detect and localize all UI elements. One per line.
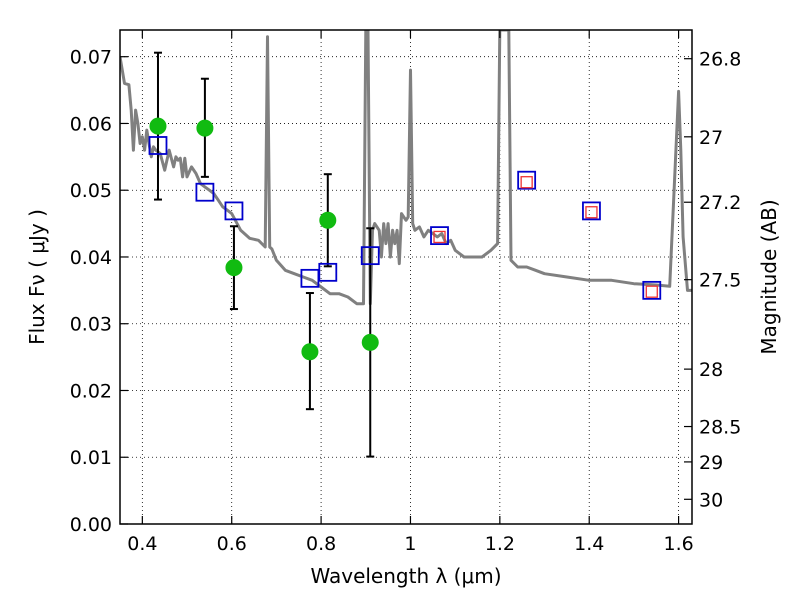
limit-square-1 [520,176,533,189]
y-tick-label-6: 0.06 [70,113,112,135]
y2-tick-label-4: 28 [699,359,723,381]
model-square-6 [430,226,449,246]
observed-point-2 [225,259,243,277]
y-tick-label-3: 0.03 [70,314,112,336]
y-tick-label-0: 0.00 [70,514,112,536]
model-square-9 [642,280,662,300]
x-tick-label-2: 0.8 [306,533,336,555]
x-tick-label-6: 1.6 [663,533,693,555]
model-square-2 [224,201,244,221]
x-tick-label-1: 0.6 [217,533,247,555]
axis-ticks [120,30,692,525]
y-tick-label-5: 0.05 [70,180,112,202]
x-tick-label-3: 1 [404,533,416,555]
y2-tick-label-5: 28.5 [699,417,741,439]
observed-point-3 [301,343,319,361]
observed-point-1 [196,119,214,137]
y2-tick-label-0: 26.8 [699,49,741,71]
model-square-5 [360,246,380,266]
x-tick-labels: 0.4 0.6 0.8 1 1.2 1.4 1.6 [127,533,693,555]
model-square-4 [318,262,338,282]
limit-square-3 [645,285,658,298]
y2-tick-label-7: 30 [699,489,723,511]
model-square-8 [582,201,601,221]
y-tick-label-2: 0.02 [70,380,112,402]
y2-tick-label-6: 29 [699,452,723,474]
x-tick-label-0: 0.4 [127,533,157,555]
y2-tick-labels: 26.8 27 27.2 27.5 28 28.5 29 30 [699,49,741,512]
model-square-0 [148,136,168,155]
y2-tick-label-1: 27 [699,127,723,149]
y2-axis-title: Magnitude (AB) [757,199,781,354]
grid [120,30,692,524]
model-square-7 [517,170,537,190]
observed-point-0 [149,117,167,135]
limit-square-0 [433,230,446,244]
spectrum-line [120,30,692,306]
y-axis-title: Flux Fν ( μJy ) [25,209,49,345]
x-tick-label-5: 1.4 [574,533,604,555]
data-markers [148,117,662,361]
plot-frame [119,29,693,525]
y-tick-label-4: 0.04 [70,247,112,269]
x-tick-label-4: 1.2 [485,533,515,555]
y2-tick-label-2: 27.2 [699,192,741,214]
model-square-1 [195,182,215,202]
model-spectrum [120,30,692,306]
y-tick-labels: 0.00 0.01 0.02 0.03 0.04 0.05 0.06 0.07 [70,47,112,536]
y-tick-label-1: 0.01 [70,447,112,469]
limit-square-2 [585,206,598,219]
observed-point-5 [361,333,379,351]
observed-point-4 [319,211,337,229]
y-tick-label-7: 0.07 [70,47,112,69]
x-axis-title: Wavelength λ (μm) [310,564,501,588]
y2-tick-label-3: 27.5 [699,270,741,292]
